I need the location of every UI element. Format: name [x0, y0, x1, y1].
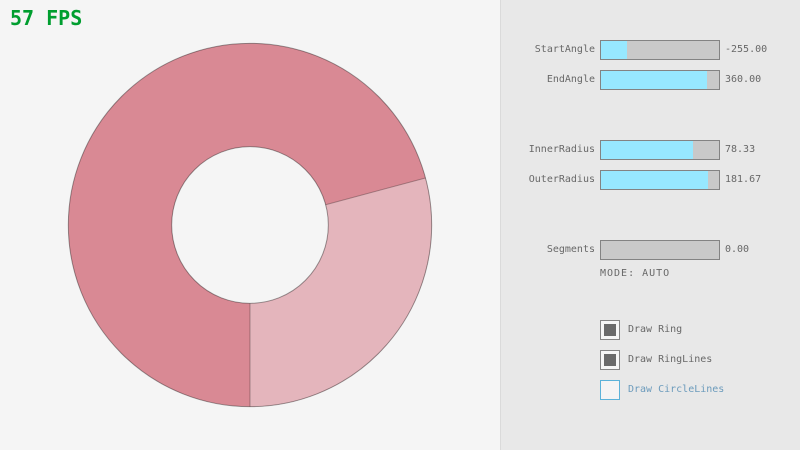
start-angle-value: -255.00	[725, 44, 768, 55]
draw-ring-check-mark	[604, 324, 616, 336]
inner-radius-label: InnerRadius	[528, 144, 595, 155]
control-panel: StartAngle -255.00 EndAngle 360.00 Inner…	[501, 0, 800, 450]
ring-inner-outline	[171, 146, 329, 304]
end-angle-slider[interactable]	[600, 70, 720, 90]
slider-row-end-angle: EndAngle 360.00	[501, 70, 800, 90]
draw-ringlines-checkbox[interactable]	[600, 350, 620, 370]
draw-ring-checkbox-label: Draw Ring	[628, 324, 683, 335]
outer-radius-value: 181.67	[725, 174, 762, 185]
draw-ring-checkbox[interactable]	[600, 320, 620, 340]
segments-mode-text: MODE: AUTO	[600, 268, 671, 279]
end-angle-label: EndAngle	[546, 74, 595, 85]
segments-value: 0.00	[725, 244, 750, 255]
ring-boundary-line-upper-right	[325, 177, 426, 206]
outer-radius-slider-fill	[601, 171, 709, 189]
draw-ringlines-checkbox-label: Draw RingLines	[628, 354, 713, 365]
slider-row-start-angle: StartAngle -255.00	[501, 40, 800, 60]
ring-outer-outline	[67, 42, 433, 408]
slider-row-inner-radius: InnerRadius 78.33	[501, 140, 800, 160]
outer-radius-slider[interactable]	[600, 170, 720, 190]
slider-row-segments: Segments 0.00	[501, 240, 800, 260]
outer-radius-label: OuterRadius	[528, 174, 595, 185]
segments-slider[interactable]	[600, 240, 720, 260]
checkbox-row-draw-ring: Draw Ring	[501, 320, 800, 340]
inner-radius-slider[interactable]	[600, 140, 720, 160]
draw-circlelines-checkbox-label: Draw CircleLines	[628, 384, 725, 395]
draw-circlelines-checkbox[interactable]	[600, 380, 620, 400]
end-angle-slider-fill	[601, 71, 708, 89]
slider-row-outer-radius: OuterRadius 181.67	[501, 170, 800, 190]
draw-ringlines-check-mark	[604, 354, 616, 366]
start-angle-label: StartAngle	[534, 44, 595, 55]
checkbox-row-draw-circlelines: Draw CircleLines	[501, 380, 800, 400]
ring-hole	[171, 146, 329, 304]
checkbox-row-draw-ringlines: Draw RingLines	[501, 350, 800, 370]
ring-canvas	[67, 42, 433, 408]
segments-label: Segments	[546, 244, 595, 255]
inner-radius-value: 78.33	[725, 144, 756, 155]
start-angle-slider[interactable]	[600, 40, 720, 60]
end-angle-value: 360.00	[725, 74, 762, 85]
panel-divider	[500, 0, 501, 450]
start-angle-slider-fill	[601, 41, 627, 59]
fps-counter: 57 FPS	[10, 6, 83, 30]
inner-radius-slider-fill	[601, 141, 694, 159]
